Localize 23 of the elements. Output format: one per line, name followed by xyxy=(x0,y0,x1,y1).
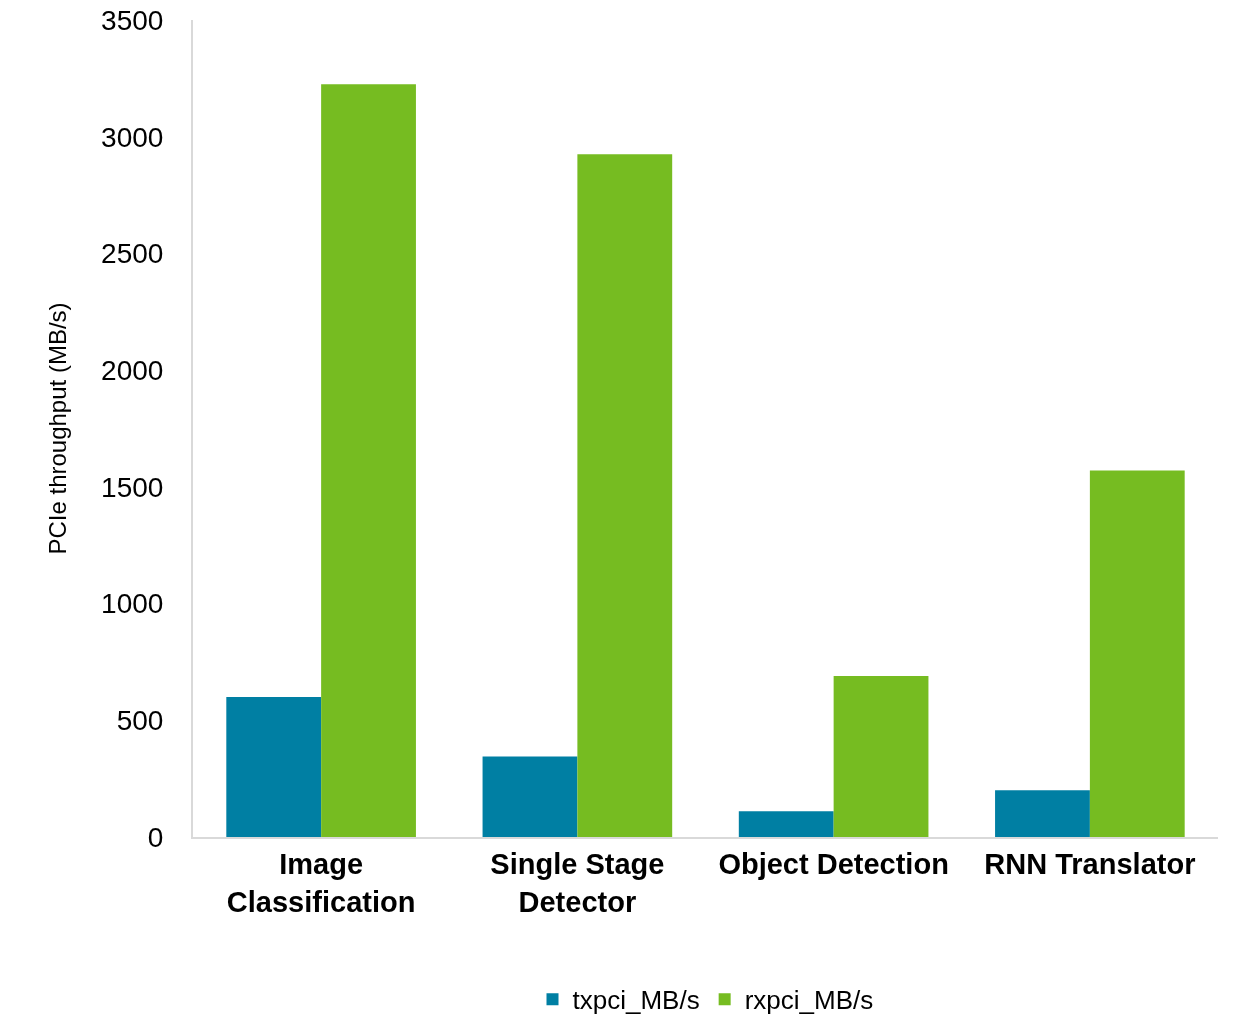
bar xyxy=(833,675,929,837)
y-tick-label: 3500 xyxy=(101,4,164,36)
bar xyxy=(577,154,673,837)
y-tick-label: 1500 xyxy=(101,471,164,503)
legend-label: txpci_MB/s xyxy=(572,985,700,1016)
bar xyxy=(995,790,1090,837)
y-tick-label: 2000 xyxy=(101,354,164,386)
y-axis-title: PCIe throughput (MB/s) xyxy=(43,302,71,555)
x-tick-label: Object Detection xyxy=(718,847,949,880)
x-tick-label: Single Stage Detector xyxy=(490,847,665,918)
bar xyxy=(1089,470,1185,837)
y-tick-label: 0 xyxy=(147,821,164,853)
y-tick-label: 1000 xyxy=(101,588,164,620)
bar xyxy=(482,756,578,837)
y-tick-label: 500 xyxy=(116,705,164,737)
legend-label: rxpci_MB/s xyxy=(744,985,874,1016)
x-tick-label: Image Classification xyxy=(226,847,416,918)
y-tick-label: 2500 xyxy=(101,238,164,270)
bar xyxy=(738,811,834,837)
y-tick-label: 3000 xyxy=(101,121,164,153)
x-tick-label: RNN Translator xyxy=(984,847,1196,880)
bar xyxy=(321,84,416,837)
bar xyxy=(226,696,322,837)
